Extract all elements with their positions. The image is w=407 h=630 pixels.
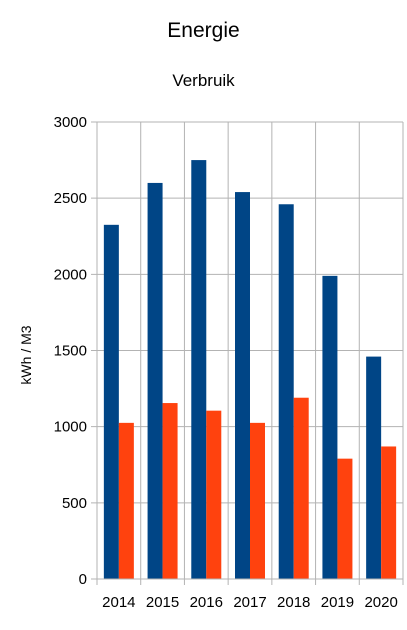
y-tick-label: 2000 (54, 266, 87, 283)
x-tick-label: 2018 (277, 594, 310, 611)
y-axis-label: kWh / M3 (18, 325, 34, 384)
y-tick-label: 2500 (54, 190, 87, 207)
bar-2018-series-2 (293, 397, 309, 579)
bar-2019-series-1 (322, 275, 338, 579)
bar-2020-series-2 (381, 446, 397, 579)
bar-2014-series-2 (118, 422, 134, 579)
bar-2018-series-1 (278, 204, 294, 579)
chart-title: Energie (167, 19, 240, 42)
x-tick-label: 2015 (146, 594, 179, 611)
x-tick-label: 2014 (102, 594, 135, 611)
bar-2016-series-1 (191, 160, 207, 580)
x-tick-label: 2017 (233, 594, 266, 611)
bar-2017-series-2 (250, 422, 265, 579)
bar-2019-series-2 (337, 458, 353, 579)
bar-2016-series-2 (206, 410, 222, 579)
x-tick-label: 2020 (364, 594, 397, 611)
y-tick-label: 0 (79, 571, 87, 588)
bars (103, 160, 397, 580)
y-tick-label: 1500 (54, 343, 87, 360)
bar-2017-series-1 (235, 192, 250, 579)
x-tick-label: 2016 (190, 594, 223, 611)
x-tick-labels: 2014 2015 2016 2017 2018 2019 2020 (102, 594, 398, 611)
y-tick-labels: 0 500 1000 1500 2000 2500 3000 (54, 114, 87, 588)
bar-2015-series-1 (147, 182, 163, 579)
y-tick-label: 1000 (54, 419, 87, 436)
y-tick-label: 3000 (54, 114, 87, 131)
x-tick-label: 2019 (321, 594, 354, 611)
y-tick-label: 500 (62, 495, 87, 512)
bar-2015-series-2 (162, 403, 178, 579)
chart-subtitle: Verbruik (172, 71, 235, 90)
bar-2020-series-1 (366, 356, 382, 579)
bar-2014-series-1 (103, 224, 119, 579)
